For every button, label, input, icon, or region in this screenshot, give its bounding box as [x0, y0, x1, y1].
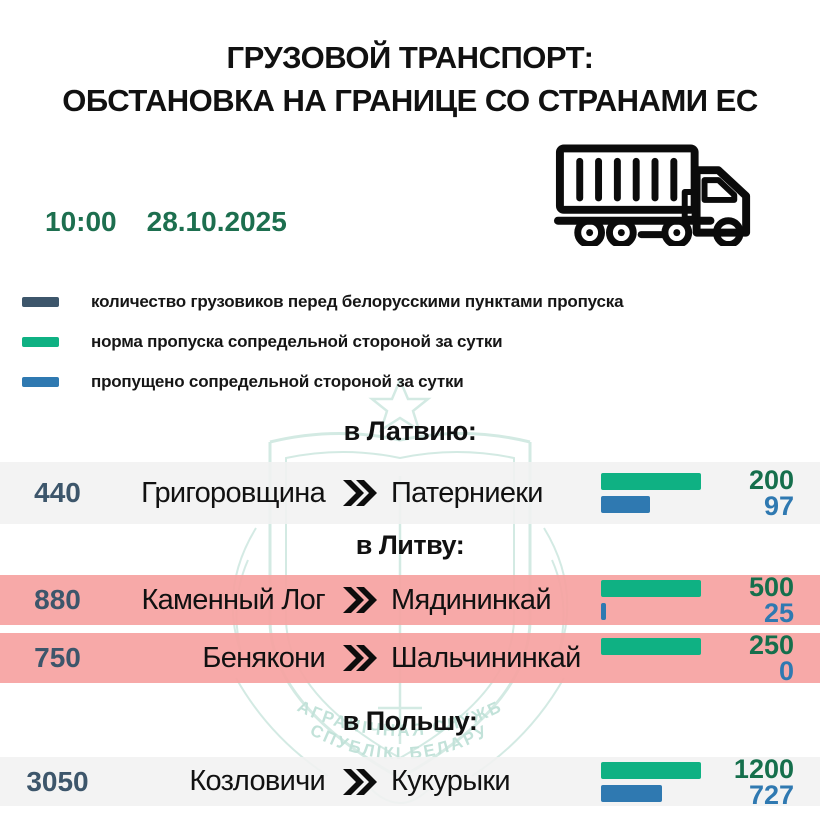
- bar-group: [601, 638, 706, 678]
- table-row-grigorovshchina: 440 Григоровщина Патерниеки 200 97: [0, 462, 820, 524]
- report-time: 10:00: [45, 206, 117, 237]
- report-date: 28.10.2025: [146, 206, 287, 237]
- queue-count: 440: [34, 477, 81, 508]
- passed-bar: [601, 496, 650, 513]
- legend-item-norm: норма пропуска сопредельной стороной за …: [22, 322, 623, 362]
- legend-label: норма пропуска сопредельной стороной за …: [91, 332, 503, 351]
- bar-values: 200 97: [706, 465, 820, 521]
- bar-group: [601, 473, 706, 513]
- checkpoint-from: Григоровщина: [141, 476, 326, 509]
- checkpoint-from: Каменный Лог: [141, 583, 325, 616]
- checkpoint-from: Бенякони: [202, 641, 325, 674]
- checkpoint-to: Шальчининкай: [391, 641, 581, 674]
- section-heading-latvia: в Латвию:: [343, 416, 477, 446]
- bar-values: 250 0: [706, 630, 820, 686]
- page-title: ГРУЗОВОЙ ТРАНСПОРТ: ОБСТАНОВКА НА ГРАНИЦ…: [0, 36, 820, 122]
- norm-bar: [601, 580, 701, 597]
- norm-value: 200: [748, 465, 794, 495]
- norm-bar: [601, 761, 701, 779]
- norm-bar: [601, 473, 701, 490]
- queue-count: 3050: [26, 765, 89, 797]
- table-row-kamenny-log: 880 Каменный Лог Мядининкай 500 25: [0, 572, 820, 628]
- truck-icon: [553, 144, 751, 246]
- legend-label: пропущено сопредельной стороной за сутки: [91, 372, 464, 391]
- passed-value: 25: [763, 598, 794, 628]
- passed-bar: [601, 784, 662, 802]
- queue-count: 880: [34, 584, 81, 615]
- double-chevron-right-icon: [339, 768, 377, 796]
- bar-group: [601, 761, 706, 802]
- passed-color-swatch: [22, 377, 59, 387]
- checkpoint-to: Кукурыки: [391, 765, 511, 797]
- legend-label: количество грузовиков перед белорусскими…: [91, 292, 624, 311]
- section-heading-lithuania: в Литву:: [355, 530, 465, 560]
- double-chevron-right-icon: [339, 479, 377, 507]
- route: Козловичи Кукурыки: [115, 765, 601, 798]
- passed-bar: [601, 603, 606, 620]
- legend-item-queue: количество грузовиков перед белорусскими…: [22, 282, 624, 322]
- report-datetime: 10:00 28.10.2025: [45, 206, 287, 238]
- checkpoint-to: Патерниеки: [391, 476, 543, 509]
- route: Бенякони Шальчининкай: [115, 642, 601, 675]
- star-icon: [368, 378, 432, 433]
- route: Каменный Лог Мядининкай: [115, 584, 601, 617]
- bar-values: 500 25: [706, 572, 820, 628]
- double-chevron-right-icon: [339, 586, 377, 614]
- legend: количество грузовиков перед белорусскими…: [22, 282, 624, 402]
- table-row-benyakoni: 750 Бенякони Шальчининкай 250 0: [0, 630, 820, 686]
- queue-count: 750: [34, 642, 81, 673]
- bar-group: [601, 580, 706, 620]
- norm-color-swatch: [22, 337, 59, 347]
- bar-values: 1200 727: [706, 753, 820, 810]
- norm-bar: [601, 638, 701, 655]
- route: Григоровщина Патерниеки: [115, 477, 601, 510]
- checkpoint-from: Козловичи: [189, 765, 325, 797]
- norm-value: 500: [748, 572, 794, 602]
- legend-item-passed: пропущено сопредельной стороной за сутки: [22, 362, 623, 402]
- checkpoint-to: Мядининкай: [391, 583, 552, 616]
- page-title-line1: ГРУЗОВОЙ ТРАНСПОРТ:: [226, 40, 594, 75]
- passed-value: 0: [778, 656, 794, 686]
- section-heading-poland: в Польшу:: [342, 706, 478, 736]
- norm-value: 250: [748, 630, 794, 660]
- passed-value: 97: [763, 491, 794, 521]
- table-row-kozlovichi: 3050 Козловичи Кукурыки 1200 727: [0, 753, 820, 810]
- double-chevron-right-icon: [339, 644, 377, 672]
- page-title-line2: ОБСТАНОВКА НА ГРАНИЦЕ СО СТРАНАМИ ЕС: [62, 83, 758, 118]
- norm-value: 1200: [733, 753, 794, 784]
- passed-value: 727: [748, 779, 794, 810]
- queue-color-swatch: [22, 297, 59, 307]
